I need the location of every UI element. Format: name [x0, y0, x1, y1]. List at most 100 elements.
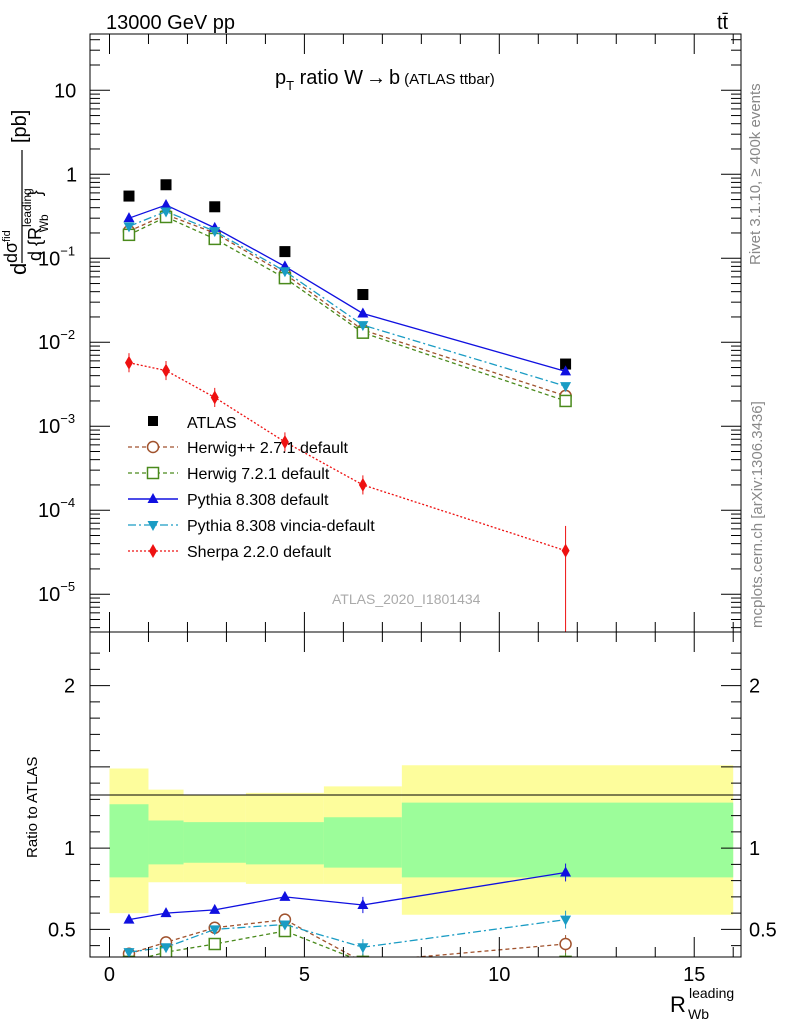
ratio-vincia-point: [560, 915, 572, 926]
legend-herwigpp-label: Herwig++ 2.7.1 default: [187, 440, 349, 457]
y-tick-label: 1: [66, 164, 77, 186]
ratio-tick-label-right: 0.5: [749, 919, 777, 941]
y-tick-label: 10−5: [38, 579, 75, 606]
energy-label: 13000 GeV pp: [106, 12, 235, 34]
pythia-point: [560, 365, 572, 376]
y-tick-label: 10−3: [38, 411, 75, 438]
vincia-point: [123, 222, 135, 233]
legend-herwigpp: Herwig++ 2.7.1 default: [128, 440, 349, 457]
lower-frame: [89, 631, 742, 958]
series-pythia: [123, 199, 572, 376]
atlas-point: [209, 201, 221, 213]
legend-atlas: ATLAS: [148, 415, 237, 432]
ratio-herwig7-point: [208, 937, 221, 951]
ratio-band-inner: [401, 802, 734, 878]
ratio-vincia-point: [279, 920, 291, 931]
vincia-point: [357, 321, 369, 332]
vincia-point: [279, 267, 291, 278]
sherpa-point: [124, 355, 133, 370]
series-sherpa: [124, 353, 570, 632]
ratio-pythia-point: [209, 903, 221, 914]
x-axis-title: R leading Wb: [670, 985, 734, 1022]
ratio-tick-label-right: 2: [749, 676, 760, 698]
y-tick-label: 10−2: [38, 327, 75, 354]
rivet-label: Rivet 3.1.10, ≥ 400k events: [747, 83, 764, 265]
atlas-point: [560, 358, 572, 370]
plot-title: pT ratio W → b (ATLAS ttbar): [275, 67, 495, 93]
ratio-band-inner: [148, 820, 184, 865]
ratio-pythia-point: [560, 866, 572, 877]
pythia-point: [357, 307, 369, 318]
x-tick-label: 15: [683, 964, 705, 986]
legend-pythia-marker: [147, 493, 159, 503]
series-herwig7: [122, 210, 572, 408]
herwig7-line: [128, 216, 566, 402]
vincia-point: [160, 207, 172, 218]
legend-vincia: Pythia 8.308 vincia-default: [128, 518, 375, 535]
legend-herwigpp-marker: [146, 440, 160, 454]
svg-text:R: R: [670, 992, 686, 1017]
x-tick-label: 5: [299, 964, 310, 986]
lower-panel: 0.5 0.5 1 1 2 2 Ratio to ATLAS: [24, 631, 777, 958]
herwig7-point: [559, 394, 572, 408]
legend-pythia: Pythia 8.308 default: [128, 492, 329, 509]
ratio-pythia: [123, 863, 572, 924]
ratio-vincia-point: [209, 925, 221, 936]
x-tick-label: 0: [104, 964, 115, 986]
ratio-herwigpp-point: [559, 937, 572, 951]
sherpa-point: [162, 363, 171, 378]
series-atlas: [123, 179, 572, 370]
legend-atlas-marker: [148, 416, 158, 426]
legend-sherpa-label: Sherpa 2.2.0 default: [187, 544, 332, 561]
svg-text:dσfid: dσfid: [1, 230, 21, 263]
y-tick-label: 10: [54, 80, 76, 102]
pythia-point: [160, 199, 172, 210]
legend-herwig7-label: Herwig 7.2.1 default: [187, 466, 330, 483]
upper-series: [122, 179, 572, 632]
ratio-herwigpp-point: [358, 955, 367, 957]
lower-y-ticks: 0.5 0.5 1 1 2 2: [48, 652, 777, 947]
sherpa-point: [280, 434, 289, 449]
ratio-pythia-point: [160, 907, 172, 918]
ratio-axis-label: Ratio to ATLAS: [24, 757, 41, 858]
vincia-point: [209, 227, 221, 238]
ratio-band-inner: [109, 804, 149, 878]
x-ticks: 0 5 10 15: [104, 34, 734, 986]
atlas-point: [123, 190, 135, 202]
herwigpp-line: [128, 213, 566, 397]
ratio-tick-label: 0.5: [48, 919, 76, 941]
analysis-id: ATLAS_2020_I1801434: [332, 591, 481, 607]
sherpa-point: [358, 477, 367, 492]
series-vincia: [123, 207, 572, 393]
ratio-pythia-point: [279, 890, 291, 901]
svg-text:Wb: Wb: [688, 1006, 709, 1022]
process-label: tt̄: [717, 12, 729, 34]
ratio-band-inner: [323, 817, 402, 868]
sherpa-point: [210, 390, 219, 405]
svg-text:d: d: [6, 263, 31, 275]
legend-herwig7: Herwig 7.2.1 default: [128, 466, 330, 483]
ratio-tick-label-right: 1: [749, 838, 760, 860]
upper-frame: [89, 33, 742, 633]
y-tick-label: 10−4: [38, 495, 75, 522]
svg-text:[pb]: [pb]: [9, 110, 31, 143]
svg-text:leading: leading: [689, 985, 734, 1001]
ratio-herwig7-point: [122, 955, 136, 957]
legend-sherpa: Sherpa 2.2.0 default: [128, 544, 332, 561]
legend-vincia-marker: [147, 521, 159, 531]
pythia-line: [128, 204, 566, 372]
vincia-point: [560, 382, 572, 393]
ratio-tick-label: 2: [64, 676, 75, 698]
ratio-herwig7-point: [559, 955, 572, 957]
legend-herwig7-marker: [146, 466, 160, 480]
ratio-bands: [109, 765, 734, 915]
legend-vincia-label: Pythia 8.308 vincia-default: [187, 518, 375, 535]
atlas-point: [357, 289, 369, 301]
ratio-pythia-point: [123, 913, 135, 924]
ratio-vincia-line: [128, 918, 566, 953]
sherpa-line: [128, 362, 566, 552]
atlas-point: [279, 246, 291, 258]
